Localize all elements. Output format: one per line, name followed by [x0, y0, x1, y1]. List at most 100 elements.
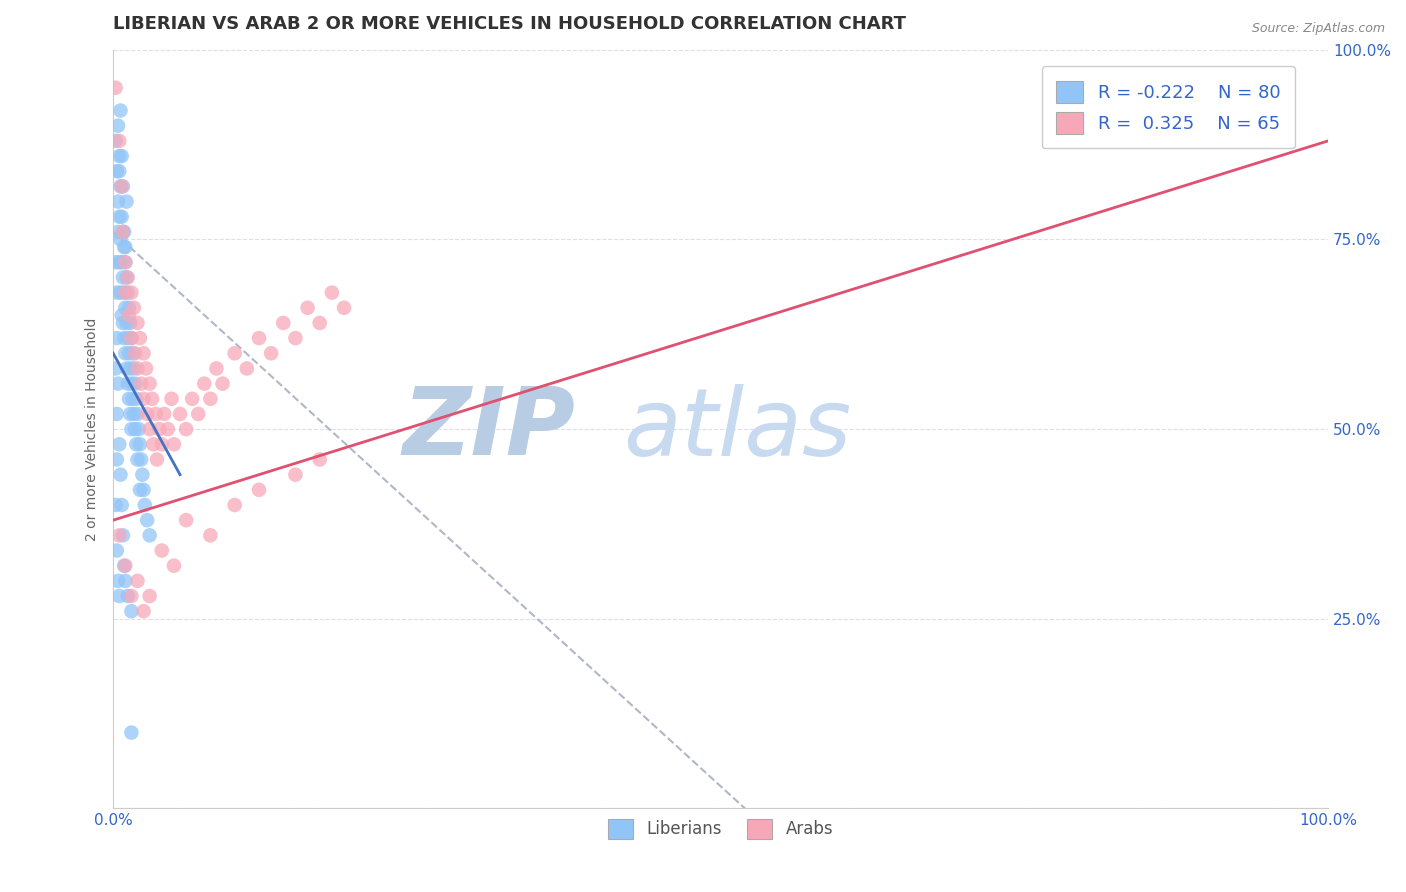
- Point: [120, 604, 142, 618]
- Point: [308, 316, 330, 330]
- Point: [117, 285, 139, 300]
- Point: [114, 346, 136, 360]
- Point: [112, 558, 135, 573]
- Point: [110, 179, 132, 194]
- Point: [105, 164, 128, 178]
- Point: [132, 604, 155, 618]
- Point: [115, 270, 138, 285]
- Point: [174, 513, 197, 527]
- Point: [118, 346, 141, 360]
- Point: [128, 422, 150, 436]
- Point: [107, 194, 129, 209]
- Point: [114, 301, 136, 315]
- Point: [138, 528, 160, 542]
- Point: [120, 422, 142, 436]
- Point: [114, 285, 136, 300]
- Point: [112, 285, 135, 300]
- Point: [211, 376, 233, 391]
- Point: [163, 558, 186, 573]
- Point: [115, 361, 138, 376]
- Point: [129, 376, 152, 391]
- Point: [120, 376, 142, 391]
- Point: [111, 316, 134, 330]
- Point: [205, 361, 228, 376]
- Point: [111, 270, 134, 285]
- Point: [111, 498, 134, 512]
- Point: [156, 422, 179, 436]
- Point: [136, 407, 159, 421]
- Point: [138, 589, 160, 603]
- Point: [120, 285, 142, 300]
- Point: [160, 392, 183, 406]
- Point: [118, 309, 141, 323]
- Point: [105, 285, 128, 300]
- Point: [121, 392, 143, 406]
- Point: [117, 589, 139, 603]
- Point: [135, 361, 157, 376]
- Point: [1135, 73, 1157, 87]
- Point: [169, 407, 191, 421]
- Point: [125, 392, 148, 406]
- Point: [129, 483, 152, 497]
- Text: atlas: atlas: [623, 384, 852, 475]
- Point: [200, 392, 222, 406]
- Point: [163, 437, 186, 451]
- Point: [308, 452, 330, 467]
- Point: [127, 452, 149, 467]
- Point: [104, 134, 127, 148]
- Point: [105, 543, 128, 558]
- Point: [127, 407, 149, 421]
- Point: [174, 422, 197, 436]
- Point: [120, 316, 142, 330]
- Point: [122, 407, 145, 421]
- Point: [118, 301, 141, 315]
- Point: [121, 346, 143, 360]
- Point: [120, 361, 142, 376]
- Point: [105, 331, 128, 345]
- Point: [114, 574, 136, 588]
- Point: [114, 558, 136, 573]
- Point: [271, 316, 294, 330]
- Point: [122, 301, 145, 315]
- Point: [124, 346, 146, 360]
- Point: [129, 452, 152, 467]
- Text: ZIP: ZIP: [402, 384, 575, 475]
- Point: [110, 232, 132, 246]
- Point: [236, 361, 259, 376]
- Point: [124, 422, 146, 436]
- Point: [112, 240, 135, 254]
- Point: [142, 437, 165, 451]
- Point: [108, 437, 131, 451]
- Point: [187, 407, 209, 421]
- Point: [333, 301, 356, 315]
- Point: [132, 483, 155, 497]
- Point: [117, 270, 139, 285]
- Point: [138, 376, 160, 391]
- Point: [110, 467, 132, 482]
- Point: [108, 589, 131, 603]
- Point: [104, 361, 127, 376]
- Point: [153, 407, 176, 421]
- Legend: Liberians, Arabs: Liberians, Arabs: [602, 812, 839, 846]
- Point: [114, 255, 136, 269]
- Point: [146, 452, 169, 467]
- Point: [284, 467, 307, 482]
- Point: [108, 164, 131, 178]
- Point: [138, 422, 160, 436]
- Point: [110, 103, 132, 118]
- Point: [120, 725, 142, 739]
- Point: [107, 225, 129, 239]
- Point: [127, 316, 149, 330]
- Point: [193, 376, 215, 391]
- Point: [136, 513, 159, 527]
- Point: [321, 285, 343, 300]
- Point: [132, 392, 155, 406]
- Point: [127, 574, 149, 588]
- Point: [224, 346, 246, 360]
- Point: [145, 407, 167, 421]
- Point: [111, 225, 134, 239]
- Point: [141, 392, 163, 406]
- Point: [108, 134, 131, 148]
- Point: [105, 407, 128, 421]
- Point: [200, 528, 222, 542]
